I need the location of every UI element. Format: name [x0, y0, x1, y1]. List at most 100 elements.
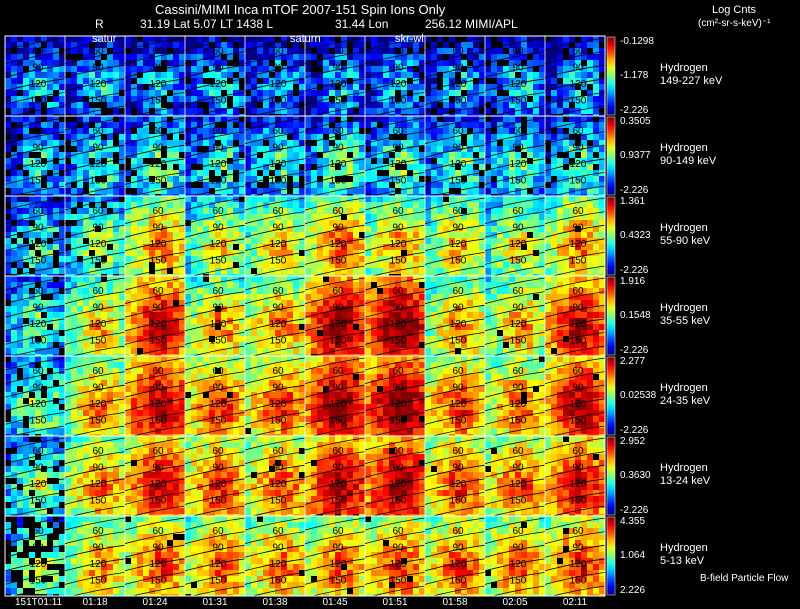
heatmap-cell: [119, 54, 125, 60]
heatmap-cell: [155, 306, 161, 312]
heatmap-cell: [359, 202, 365, 208]
heatmap-cell: [581, 202, 587, 208]
heatmap-cell: [251, 182, 257, 188]
heatmap-cell: [299, 48, 305, 54]
heatmap-cell: [137, 268, 143, 274]
heatmap-cell: [83, 134, 89, 140]
heatmap-cell: [425, 208, 431, 214]
heatmap-cell: [269, 220, 275, 226]
heatmap-cell: [17, 306, 23, 312]
heatmap-cell: [347, 256, 353, 262]
heatmap-cell: [233, 220, 239, 226]
heatmap-cell: [461, 170, 467, 176]
heatmap-cell: [455, 208, 461, 214]
heatmap-cell: [395, 220, 401, 226]
heatmap-cell: [35, 274, 41, 276]
heatmap-cell: [425, 78, 431, 84]
heatmap-cell: [485, 78, 491, 84]
heatmap-cell: [467, 42, 473, 48]
heatmap-cell: [587, 66, 593, 72]
heatmap-cell: [305, 214, 311, 220]
heatmap-cell: [251, 170, 257, 176]
contour-label: 150: [150, 96, 167, 107]
pitch-contour: [64, 197, 126, 211]
heatmap-cell: [539, 208, 545, 214]
heatmap-cell: [431, 256, 437, 262]
heatmap-cell: [293, 90, 299, 96]
heatmap-cell: [473, 108, 479, 114]
heatmap-cell: [317, 116, 323, 122]
heatmap-cell: [413, 176, 419, 182]
heatmap-cell: [119, 164, 125, 170]
heatmap-cell: [161, 276, 167, 282]
heatmap-cell: [65, 330, 71, 336]
heatmap-cell: [311, 214, 317, 220]
heatmap-cell: [275, 134, 281, 140]
heatmap-cell: [413, 158, 419, 164]
heatmap-cell: [23, 54, 29, 60]
heatmap-cell: [269, 188, 275, 194]
heatmap-cell: [431, 114, 437, 116]
heatmap-cell: [95, 294, 101, 300]
heatmap-cell: [497, 182, 503, 188]
heatmap-cell: [437, 176, 443, 182]
heatmap-cell: [401, 226, 407, 232]
heatmap-cell: [545, 152, 551, 158]
heatmap-cell: [227, 196, 233, 202]
heatmap-cell: [377, 182, 383, 188]
heatmap-cell: [359, 72, 365, 78]
heatmap-cell: [23, 348, 29, 354]
heatmap-cell: [509, 182, 515, 188]
heatmap-cell: [191, 164, 197, 170]
heatmap-cell: [317, 54, 323, 60]
heatmap-cell: [215, 60, 221, 66]
heatmap-cell: [491, 268, 497, 274]
heatmap-cell: [419, 226, 425, 232]
heatmap-cell: [71, 226, 77, 232]
heatmap-cell: [263, 158, 269, 164]
heatmap-cell: [209, 244, 215, 250]
heatmap-cell: [557, 78, 563, 84]
heatmap-cell: [557, 256, 563, 262]
heatmap-cell: [263, 60, 269, 66]
heatmap-cell: [77, 214, 83, 220]
heatmap-cell: [353, 244, 359, 250]
heatmap-cell: [491, 140, 497, 146]
heatmap-cell: [107, 194, 113, 196]
heatmap-cell: [437, 238, 443, 244]
heatmap-cell: [257, 72, 263, 78]
heatmap-cell: [257, 274, 263, 276]
heatmap-cell: [221, 202, 227, 208]
heatmap-cell: [77, 90, 83, 96]
heatmap-cell: [419, 176, 425, 182]
heatmap-cell: [455, 152, 461, 158]
heatmap-cell: [581, 268, 587, 274]
heatmap-cell: [119, 312, 125, 318]
heatmap-cell: [101, 208, 107, 214]
heatmap-cell: [563, 226, 569, 232]
pitch-contour: [364, 37, 426, 51]
heatmap-cell: [23, 60, 29, 66]
heatmap-cell: [11, 282, 17, 288]
heatmap-cell: [197, 72, 203, 78]
heatmap-cell: [545, 78, 551, 84]
heatmap-cell: [593, 176, 599, 182]
heatmap-cell: [149, 202, 155, 208]
heatmap-cell: [29, 146, 35, 152]
heatmap-cell: [317, 96, 323, 102]
heatmap-cell: [437, 96, 443, 102]
heatmap-cell: [233, 232, 239, 238]
heatmap-cell: [23, 324, 29, 330]
heatmap-cell: [557, 48, 563, 54]
heatmap-cell: [137, 256, 143, 262]
contour-label: 60: [512, 46, 524, 57]
heatmap-cell: [5, 78, 11, 84]
heatmap-cell: [29, 48, 35, 54]
heatmap-cell: [503, 36, 509, 42]
heatmap-cell: [521, 244, 527, 250]
heatmap-cell: [557, 140, 563, 146]
heatmap-cell: [545, 90, 551, 96]
heatmap-cell: [173, 122, 179, 128]
heatmap-cell: [473, 48, 479, 54]
heatmap-cell: [23, 48, 29, 54]
